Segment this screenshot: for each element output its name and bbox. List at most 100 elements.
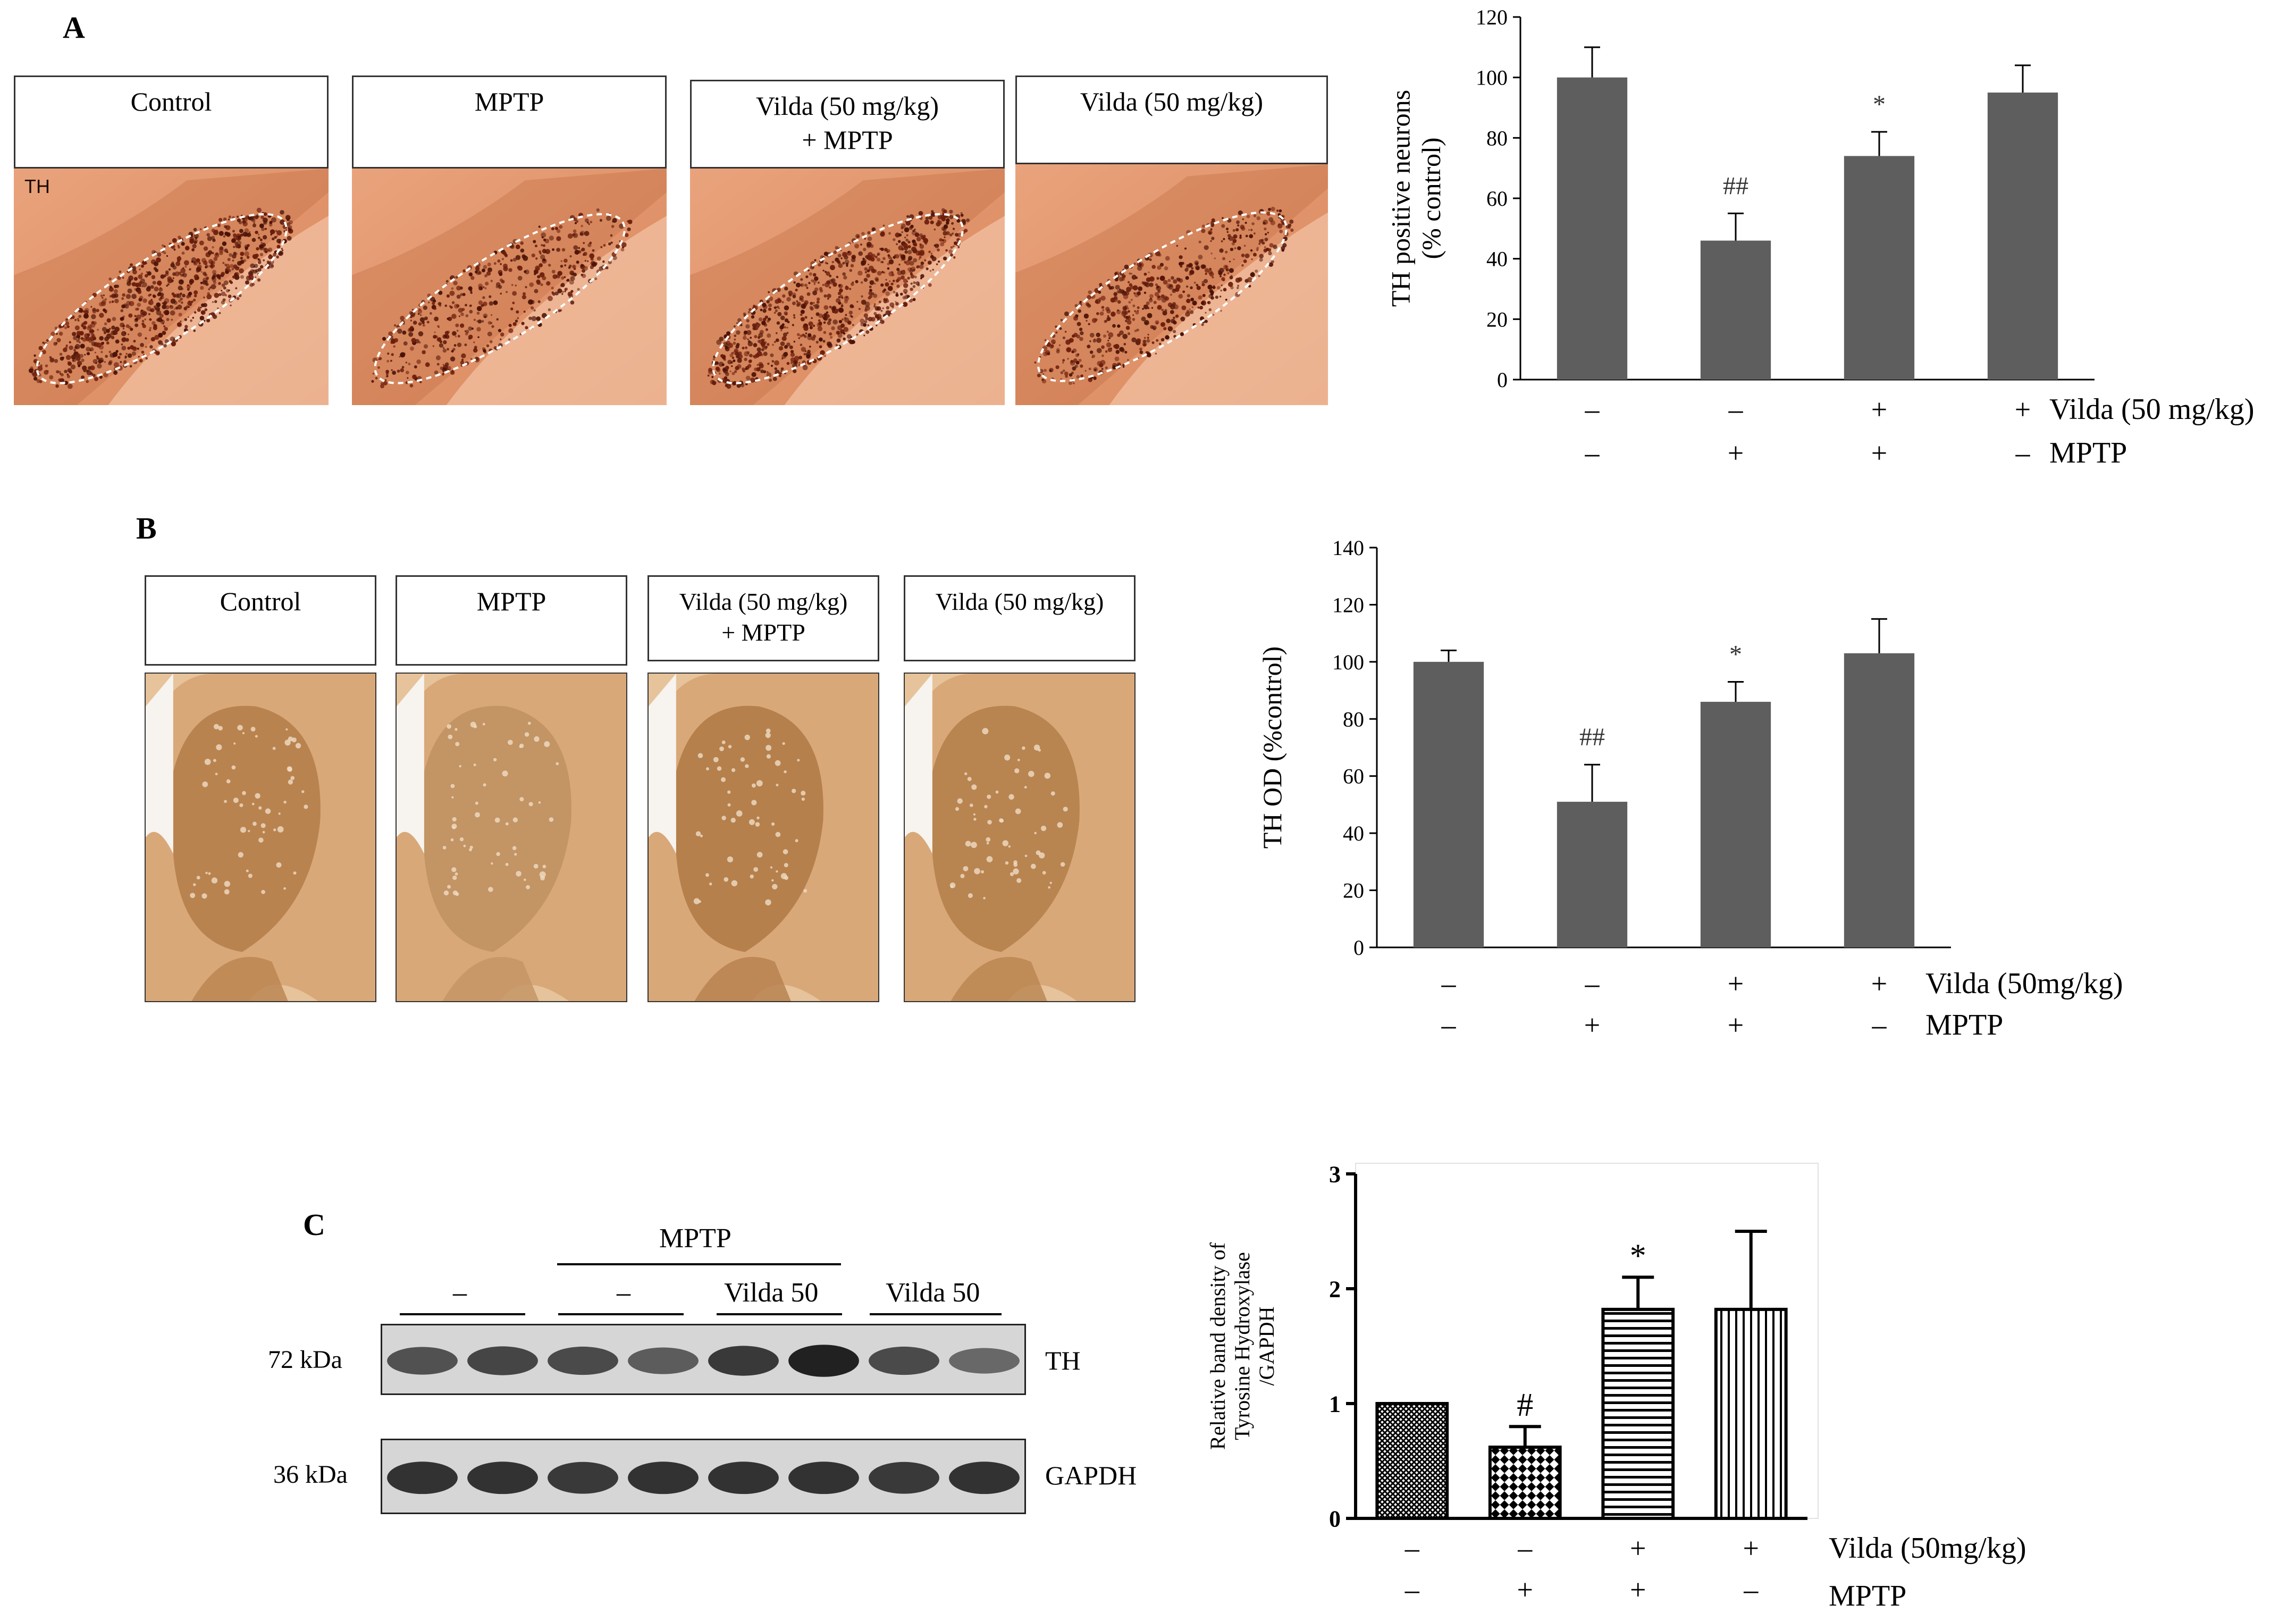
stained-neuron — [280, 210, 284, 215]
fiber-bundle — [784, 770, 787, 774]
stained-neuron — [100, 295, 103, 297]
stained-neuron — [906, 234, 909, 237]
stained-neuron — [780, 367, 784, 371]
fiber-bundle — [526, 885, 530, 889]
stained-neuron — [194, 233, 199, 239]
stained-neuron — [1043, 351, 1048, 357]
stained-neuron — [66, 375, 70, 379]
stained-neuron — [111, 295, 114, 298]
stained-neuron — [104, 337, 109, 341]
stained-neuron — [1250, 229, 1253, 231]
stained-neuron — [1074, 364, 1078, 368]
fiber-bundle — [1034, 832, 1037, 835]
stained-neuron — [561, 276, 565, 280]
stained-neuron — [523, 310, 526, 313]
micrograph-b-vilda-mptp — [647, 673, 879, 1002]
stained-neuron — [178, 313, 182, 317]
stained-neuron — [223, 235, 225, 238]
fiber-bundle — [224, 880, 230, 887]
stained-neuron — [1244, 253, 1250, 258]
fiber-bundle — [295, 743, 301, 749]
stained-neuron — [1154, 292, 1159, 297]
y-tick-label: 80 — [1343, 707, 1364, 731]
stained-neuron — [1101, 345, 1105, 349]
stained-neuron — [133, 276, 138, 281]
y-tick-label: 2 — [1329, 1276, 1341, 1302]
stained-neuron — [747, 338, 749, 340]
stained-neuron — [422, 324, 425, 327]
stained-neuron — [766, 300, 770, 304]
panel-b-letter: B — [136, 511, 157, 545]
fiber-bundle — [731, 880, 738, 887]
stained-neuron — [453, 304, 459, 309]
stained-neuron — [270, 259, 274, 264]
stained-neuron — [470, 291, 473, 294]
fiber-bundle — [483, 783, 486, 787]
stained-neuron — [58, 331, 63, 336]
stained-neuron — [1226, 228, 1229, 231]
stained-neuron — [1172, 289, 1176, 293]
stained-neuron — [1221, 224, 1225, 228]
stained-neuron — [464, 343, 467, 347]
fiber-bundle — [1038, 749, 1041, 752]
stained-neuron — [957, 246, 960, 248]
stained-neuron — [438, 326, 440, 328]
stained-neuron — [777, 312, 782, 316]
stained-neuron — [1215, 295, 1218, 299]
stained-neuron — [918, 258, 920, 261]
stained-neuron — [166, 255, 169, 257]
stained-neuron — [228, 215, 231, 219]
stained-neuron — [194, 277, 198, 281]
stained-neuron — [583, 253, 585, 256]
stained-neuron — [260, 215, 264, 219]
stained-neuron — [796, 300, 798, 303]
stained-neuron — [457, 342, 462, 347]
stained-neuron — [205, 263, 207, 266]
stained-neuron — [824, 355, 826, 357]
stained-neuron — [938, 260, 940, 263]
panel-a-label-mptp: MPTP — [352, 75, 667, 169]
stained-neuron — [139, 296, 144, 300]
fiber-bundle — [736, 810, 743, 817]
stained-neuron — [412, 374, 417, 380]
stained-neuron — [1164, 296, 1170, 301]
stained-neuron — [1141, 316, 1146, 322]
stained-neuron — [388, 331, 393, 336]
stained-neuron — [418, 331, 424, 337]
stained-neuron — [140, 278, 145, 283]
stained-neuron — [1185, 312, 1190, 317]
ventricle — [649, 674, 676, 854]
stained-neuron — [263, 259, 265, 262]
stained-neuron — [910, 287, 913, 291]
micrograph-th-label: TH — [24, 175, 50, 197]
stained-neuron — [898, 240, 901, 243]
stained-neuron — [796, 333, 800, 337]
stained-neuron — [1160, 322, 1166, 327]
stained-neuron — [1157, 265, 1162, 270]
fiber-bundle — [957, 798, 963, 804]
stained-neuron — [444, 304, 448, 307]
fiber-bundle — [801, 791, 806, 796]
stained-neuron — [1093, 376, 1097, 380]
stained-neuron — [156, 302, 161, 307]
stained-neuron — [768, 317, 771, 321]
stained-neuron — [1208, 270, 1213, 275]
stained-neuron — [414, 365, 417, 368]
stained-neuron — [233, 246, 236, 248]
stained-neuron — [487, 262, 491, 266]
stained-neuron — [269, 223, 273, 227]
fiber-bundle — [523, 878, 526, 881]
stained-neuron — [800, 334, 803, 338]
stained-neuron — [127, 353, 132, 358]
stained-neuron — [191, 248, 195, 251]
stained-neuron — [1157, 305, 1162, 310]
stained-neuron — [753, 372, 756, 375]
stained-neuron — [149, 318, 152, 321]
stained-neuron — [135, 282, 140, 288]
stained-neuron — [1220, 309, 1222, 312]
stained-neuron — [157, 252, 162, 257]
stained-neuron — [895, 254, 899, 259]
stained-neuron — [158, 283, 161, 286]
stained-neuron — [905, 238, 909, 242]
stained-neuron — [1111, 285, 1114, 290]
